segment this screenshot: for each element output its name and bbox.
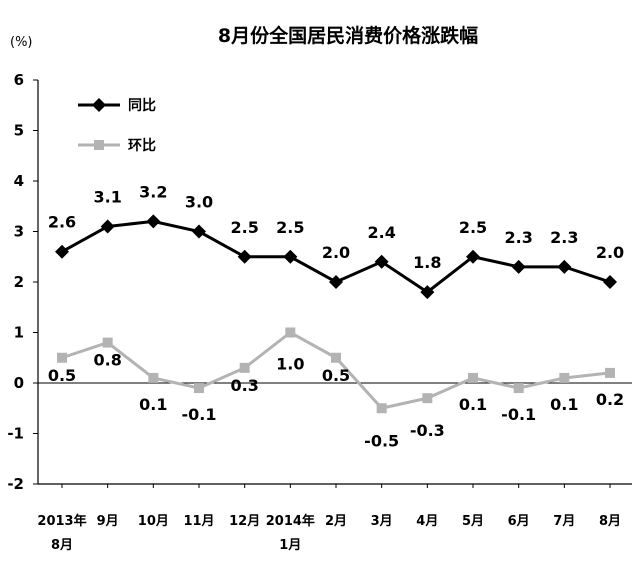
y-unit-label: (%) (10, 35, 33, 50)
mom-point (285, 327, 296, 338)
yoy-data-label: 2.3 (504, 228, 532, 247)
mom-point (331, 352, 341, 363)
mom-data-label: -0.5 (364, 431, 399, 450)
yoy-point (283, 249, 298, 264)
yoy-data-label: 2.5 (276, 218, 304, 237)
x-tick-label: 2013年 (37, 513, 86, 529)
mom-point (422, 393, 433, 404)
yoy-data-label: 2.6 (48, 213, 76, 232)
yoy-point (55, 244, 69, 259)
x-tick-label: 11月 (183, 514, 214, 529)
y-tick-label: -1 (7, 425, 24, 443)
x-tick-label: 12月 (229, 514, 260, 529)
mom-point (57, 352, 67, 363)
legend-marker (92, 98, 106, 112)
yoy-point (100, 219, 115, 234)
yoy-point (192, 224, 206, 239)
yoy-point (374, 254, 389, 269)
yoy-data-label: 2.5 (459, 218, 487, 237)
yoy-data-label: 3.2 (139, 182, 167, 201)
mom-point (559, 372, 570, 383)
x-tick-label: 6月 (508, 514, 530, 529)
mom-data-label: 0.5 (322, 366, 350, 385)
yoy-point (511, 259, 526, 274)
y-tick-label: -2 (7, 475, 24, 493)
mom-point (468, 372, 478, 383)
axes: 6 5 4 3 2 1 0 -1 -2 2013年 8月 9月 10月 11月 12月 2014年 1月 2月 3月… (7, 71, 632, 553)
x-tick-label: 9月 (97, 514, 119, 529)
mom-point (148, 372, 159, 383)
yoy-data-label: 2.4 (367, 223, 395, 242)
yoy-point (237, 249, 252, 264)
mom-data-label: -0.3 (410, 421, 445, 440)
mom-data-label: -0.1 (501, 405, 536, 424)
mom-data-label: 0.1 (139, 395, 167, 414)
yoy-data-label: 2.0 (596, 243, 624, 262)
x-tick-label: 3月 (371, 514, 393, 529)
mom-data-label: 0.3 (230, 376, 258, 395)
yoy-point (146, 214, 161, 229)
mom-point (513, 383, 524, 394)
yoy-point (466, 249, 480, 264)
yoy-data-label: 3.1 (93, 187, 121, 206)
mom-point (376, 403, 387, 414)
mom-point (194, 383, 204, 394)
legend-marker (94, 140, 104, 150)
x-tick-label: 4月 (416, 514, 438, 529)
legend-label: 环比 (128, 137, 156, 154)
series-layer (55, 214, 617, 414)
y-tick-label: 1 (14, 324, 24, 342)
legend-label: 同比 (128, 97, 156, 114)
y-tick-label: 0 (14, 374, 24, 392)
y-tick-label: 5 (14, 122, 24, 140)
x-tick-label: 7月 (553, 514, 575, 529)
y-tick-label: 3 (14, 223, 24, 241)
y-tick-label: 6 (14, 71, 24, 89)
mom-data-label: 0.8 (93, 351, 121, 370)
yoy-point (603, 275, 617, 289)
x-tick-label: 5月 (462, 514, 484, 529)
mom-data-label: -0.1 (182, 405, 217, 424)
yoy-data-label: 1.8 (413, 253, 441, 272)
mom-data-label: 0.1 (550, 395, 578, 414)
yoy-point (329, 275, 343, 289)
chart-title: 8月份全国居民消费价格涨跌幅 (218, 24, 478, 47)
x-tick-label: 2月 (325, 514, 347, 529)
mom-data-label: 0.2 (596, 390, 624, 409)
x-tick-label: 2014年 (266, 513, 315, 529)
mom-data-label: 0.5 (48, 366, 76, 385)
mom-point (239, 362, 250, 373)
x-tick-label: 8月 (51, 538, 73, 553)
x-tick-label: 1月 (279, 538, 301, 553)
x-tick-label: 10月 (138, 514, 169, 529)
mom-point (605, 367, 615, 378)
yoy-data-label: 2.3 (550, 228, 578, 247)
y-tick-label: 4 (14, 172, 24, 190)
yoy-data-label: 2.0 (322, 243, 350, 262)
x-tick-label: 8月 (599, 514, 621, 529)
mom-data-label: 0.1 (459, 395, 487, 414)
y-tick-label: 2 (14, 273, 24, 291)
yoy-data-label: 3.0 (185, 193, 213, 212)
mom-data-label: 1.0 (276, 355, 304, 374)
yoy-data-label: 2.5 (230, 218, 258, 237)
mom-point (102, 337, 113, 348)
yoy-point (557, 259, 572, 274)
data-labels: 2.6 3.1 3.2 3.0 2.5 2.5 2.0 2.4 1.8 2.5 2.3 2.3 2.0 0… (48, 182, 624, 450)
yoy-point (420, 285, 435, 300)
